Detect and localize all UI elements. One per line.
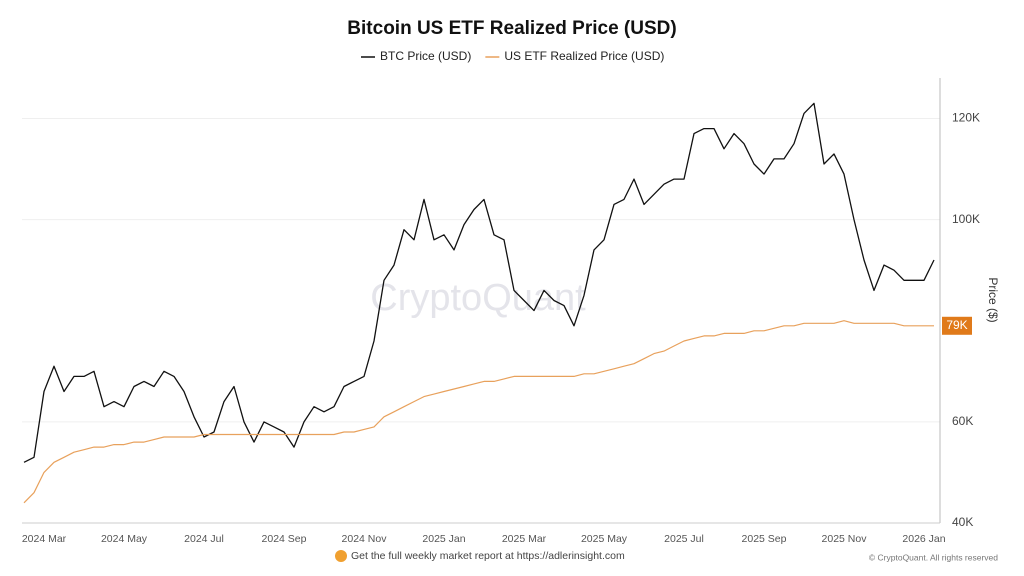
x-tick-label: 2025 Sep (742, 533, 787, 545)
chart-title: Bitcoin US ETF Realized Price (USD) (347, 18, 676, 39)
footer-note: Get the full weekly market report at htt… (351, 550, 625, 562)
legend-label: US ETF Realized Price (USD) (504, 49, 664, 63)
legend: BTC Price (USD) US ETF Realized Price (US… (361, 49, 664, 63)
x-tick-label: 2025 Jul (664, 533, 704, 545)
x-tick-label: 2024 Sep (262, 533, 307, 545)
x-tick-label: 2025 Nov (822, 533, 868, 545)
legend-label: BTC Price (USD) (380, 49, 471, 63)
x-tick-label: 2024 Mar (22, 533, 67, 545)
copyright: © CryptoQuant. All rights reserved (869, 552, 998, 562)
x-tick-label: 2024 Nov (342, 533, 388, 545)
y-axis-label: Price ($) (986, 277, 1000, 322)
y-tick-label: 60K (952, 414, 973, 428)
x-tick-label: 2025 Mar (502, 533, 547, 545)
watermark: CryptoQuant (370, 277, 586, 319)
y-tick-label: 120K (952, 111, 980, 125)
x-tick-label: 2025 May (581, 533, 628, 545)
x-tick-label: 2026 Jan (902, 533, 945, 545)
y-tick-label: 40K (952, 515, 973, 529)
x-tick-label: 2025 Jan (422, 533, 465, 545)
series-line (23, 102, 935, 463)
series-line (23, 320, 934, 504)
value-label-box (942, 316, 972, 335)
x-tick-label: 2024 May (101, 533, 148, 545)
value-label: 79K (946, 318, 967, 332)
y-tick-label: 100K (952, 212, 980, 226)
footer-icon (335, 550, 347, 562)
x-tick-label: 2024 Jul (184, 533, 224, 545)
